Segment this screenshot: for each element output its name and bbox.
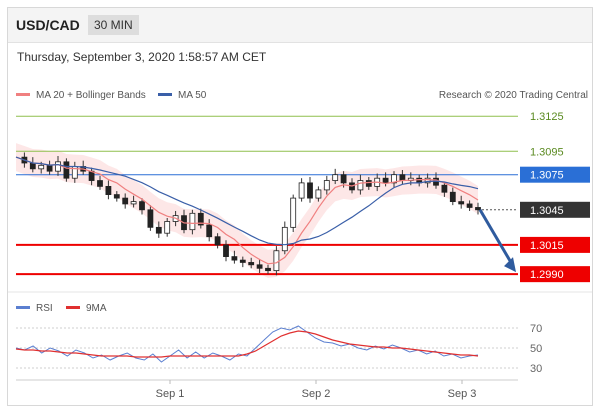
candle-body-32 [281,226,288,252]
rsi-tick-1: 50 [530,343,542,355]
rsi-legend-swatch [16,306,30,309]
candle-body-25 [223,244,229,257]
candle-body-4 [46,164,53,172]
candle-body-52 [449,191,456,203]
candle-body-46 [399,174,406,181]
level-label-3: 1.3045 [530,205,564,217]
candle-body-53 [458,201,465,205]
level-label-5: 1.2990 [530,269,564,281]
credit-label: Research © 2020 Trading Central [439,90,588,101]
candle-body-22 [197,212,204,226]
ma50-line [15,156,479,246]
candle-body-14 [130,201,137,205]
chart-header: USD/CAD 30 MIN [8,8,592,43]
candle-body-41 [357,180,364,191]
candle-body-18 [164,221,171,234]
rsi-ma-legend-label: 9MA [86,303,107,314]
price-chart: MA 20 + Bollinger Bands MA 50 Research ©… [8,90,592,400]
candle-body-55 [475,207,481,211]
x-axis-labels: Sep 1 Sep 2 Sep 3 [156,380,477,400]
x-tick-label-1: Sep 2 [302,388,331,400]
rsi-line [15,325,479,363]
rsi-plot: 70 50 30 [15,323,542,375]
candle-body-17 [155,226,162,234]
candle-body-37 [323,180,330,191]
candle-body-31 [273,250,280,272]
candle-body-36 [315,189,322,199]
candle-body-39 [340,174,347,184]
candle-body-28 [248,262,255,266]
candle-body-49 [424,177,431,184]
candle-body-34 [298,182,305,199]
level-tag-5 [520,266,590,283]
chart-frame: USD/CAD 30 MIN Thursday, September 3, 20… [7,7,593,406]
level-tag-2 [520,166,590,183]
candle-body-26 [231,256,238,261]
ma20-legend-label: MA 20 + Bollinger Bands [36,90,146,101]
candle-body-3 [38,164,45,170]
candle-body-38 [332,174,339,181]
candle-body-2 [29,162,36,170]
candle-body-13 [122,197,129,205]
candle-body-42 [365,180,372,187]
candle-body-16 [147,209,154,228]
rsi-ma-legend-swatch [66,306,80,309]
candle-body-29 [256,264,263,269]
rsi-ma-line [15,330,479,358]
rsi-tick-0: 70 [530,323,542,335]
ma20-line [15,156,479,265]
candle-body-15 [139,201,145,211]
candle-body-27 [239,259,246,263]
x-tick-label-0: Sep 1 [156,388,185,400]
candle-body-10 [97,180,103,187]
symbol-label: USD/CAD [16,17,80,33]
candle-body-45 [391,174,397,184]
candle-body-24 [214,236,221,246]
ma50-legend-label: MA 50 [178,90,207,101]
rsi-tick-2: 30 [530,363,542,375]
candle-body-51 [441,184,448,193]
bollinger-band [16,143,478,278]
main-plot: 1.3125 1.3095 1.3075 1.3045 1.3015 1.2990 [15,111,590,283]
candle-body-12 [113,194,120,199]
forecast-arrow-head [504,257,516,273]
candle-body-6 [63,161,70,179]
candle-body-54 [466,203,473,208]
forecast-arrow-shaft [478,209,514,265]
candle-body-23 [206,224,213,238]
candle-body-21 [189,212,196,231]
level-label-0: 1.3125 [530,111,564,123]
candle-body-44 [382,177,389,184]
candle-body-33 [290,197,297,228]
ma50-legend-swatch [158,93,172,96]
timestamp: Thursday, September 3, 2020 1:58:57 AM C… [17,50,267,64]
level-tag-4 [520,236,590,253]
ma20-legend-swatch [16,93,30,96]
level-tag-3 [520,201,590,218]
level-label-4: 1.3015 [530,240,564,252]
level-label-2: 1.3075 [530,170,564,182]
level-label-1: 1.3095 [530,146,564,158]
rsi-legend-label: RSI [36,303,53,314]
candle-body-11 [105,185,112,195]
candle-body-35 [307,182,313,199]
interval-badge[interactable]: 30 MIN [88,15,139,35]
candle-body-30 [265,267,271,272]
x-tick-label-2: Sep 3 [448,388,477,400]
candle-body-5 [55,161,61,172]
